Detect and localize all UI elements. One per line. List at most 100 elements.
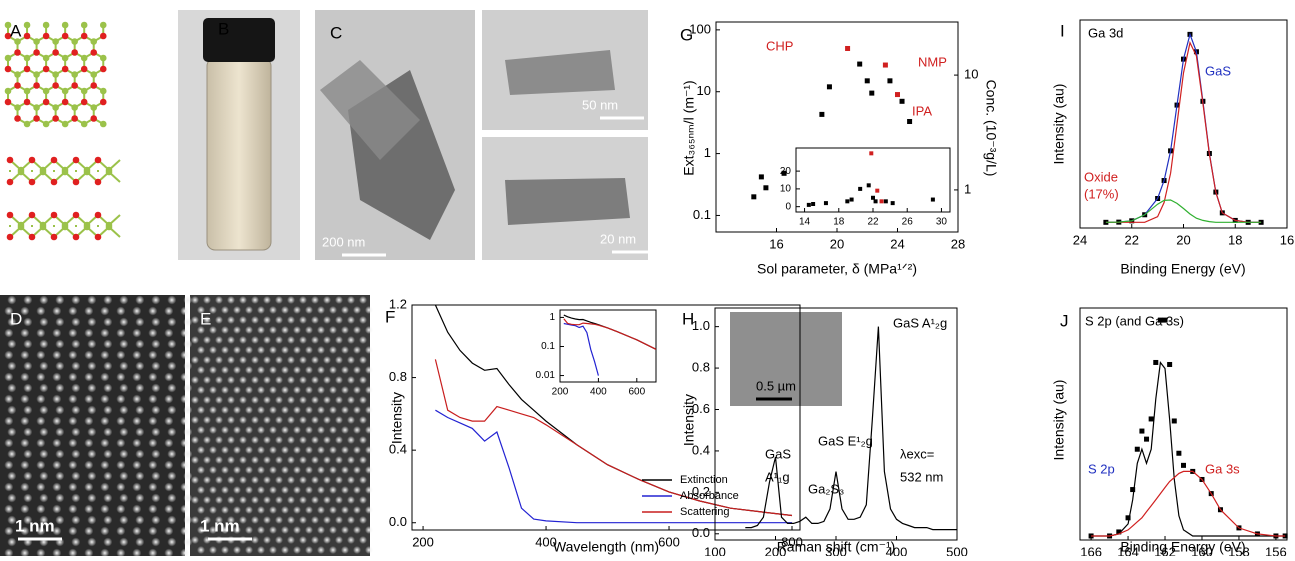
atom-column <box>55 471 65 481</box>
atom-column <box>221 326 229 334</box>
atom-column <box>245 486 253 494</box>
atom-column <box>135 471 145 481</box>
data-line <box>563 318 657 350</box>
atom <box>80 87 88 95</box>
atom <box>50 233 58 241</box>
atom-column <box>335 416 343 424</box>
atom-column <box>55 427 65 437</box>
atom-column <box>239 396 247 404</box>
atom-column <box>329 306 337 314</box>
atom <box>83 168 91 176</box>
atom-column <box>281 546 289 554</box>
atom-column <box>341 386 349 394</box>
data-point <box>907 119 913 125</box>
atom-column <box>52 460 62 470</box>
atom-column <box>132 306 142 316</box>
atom-column <box>335 376 343 384</box>
atom-column <box>203 316 211 324</box>
atom-column <box>269 546 277 554</box>
atom <box>33 71 40 78</box>
atom-column <box>191 356 199 364</box>
atom <box>71 82 78 89</box>
atom-column <box>329 326 337 334</box>
atom-column <box>116 438 126 448</box>
atom <box>80 65 88 73</box>
atom-column <box>39 449 49 459</box>
data-point <box>1176 450 1182 456</box>
x-axis-label: Raman shift (cm⁻¹) <box>777 539 896 555</box>
atom-column <box>359 536 367 544</box>
atom-column <box>233 326 241 334</box>
annotation: Ga₂S₃ <box>808 481 844 496</box>
data-point <box>869 151 874 156</box>
atom <box>72 211 80 219</box>
atom-column <box>341 306 349 314</box>
atom-column <box>251 536 259 544</box>
atom-column <box>239 476 247 484</box>
atom <box>23 98 31 106</box>
x-tick-label: 600 <box>658 534 680 549</box>
atom <box>23 120 31 128</box>
data-point <box>845 199 850 204</box>
atom-column <box>164 372 174 382</box>
data-point <box>1162 317 1168 323</box>
atom-column <box>151 317 161 327</box>
atom-column <box>197 386 205 394</box>
atom-column <box>39 515 49 525</box>
atom-column <box>359 376 367 384</box>
y2-tick-label: 1 <box>964 181 971 196</box>
atom-column <box>100 306 110 316</box>
atom <box>71 71 78 78</box>
atom-column <box>359 416 367 424</box>
atom-column <box>299 376 307 384</box>
atom-column <box>293 446 301 454</box>
atom-column <box>257 506 265 514</box>
atom-column <box>71 383 81 393</box>
atom-column <box>68 350 78 360</box>
atom-column <box>36 394 46 404</box>
atom-column <box>329 526 337 534</box>
y-tick-label: 20 <box>780 166 792 177</box>
atom-column <box>135 515 145 525</box>
atom-column <box>275 536 283 544</box>
atom-column <box>191 396 199 404</box>
atom-column <box>263 476 271 484</box>
atom-column <box>269 506 277 514</box>
atom-column <box>100 394 110 404</box>
atom-column <box>84 328 94 338</box>
atom-column <box>167 537 177 547</box>
atom-column <box>20 416 30 426</box>
x-tick-label: 200 <box>552 387 569 398</box>
atom-column <box>275 296 283 304</box>
atom-column <box>23 361 33 371</box>
atom-column <box>71 515 81 525</box>
atom-column <box>353 306 361 314</box>
atom-column <box>135 449 145 459</box>
atom-column <box>245 546 253 554</box>
atom-column <box>119 295 129 305</box>
atom-column <box>293 366 301 374</box>
atom-column <box>180 416 190 426</box>
atom-column <box>275 416 283 424</box>
atom-column <box>180 328 190 338</box>
atom-column <box>275 376 283 384</box>
atom-column <box>365 406 373 414</box>
atom-column <box>305 526 313 534</box>
atom-column <box>164 460 174 470</box>
atom-column <box>317 426 325 434</box>
atom-column <box>365 526 373 534</box>
y-tick-label: 0.2 <box>692 484 710 499</box>
atom-column <box>329 386 337 394</box>
atom-column <box>116 504 126 514</box>
atom-column <box>251 496 259 504</box>
atom-column <box>353 426 361 434</box>
atom-column <box>55 361 65 371</box>
atom-column <box>52 394 62 404</box>
atom-column <box>209 466 217 474</box>
atom-column <box>167 295 177 305</box>
atom-column <box>329 366 337 374</box>
atom-column <box>359 456 367 464</box>
atom-column <box>221 306 229 314</box>
x-tick-label: 16 <box>769 236 783 251</box>
atom-column <box>197 506 205 514</box>
